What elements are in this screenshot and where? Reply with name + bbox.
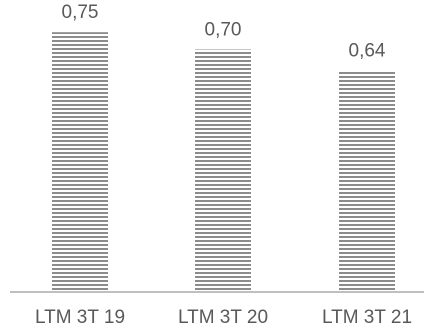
data-label-2: 0,70 — [205, 20, 242, 41]
bars-group — [52, 32, 395, 293]
bar-1 — [52, 32, 108, 293]
data-label-1: 0,75 — [62, 2, 99, 23]
data-labels-group: 0,75 0,70 0,64 — [62, 2, 386, 61]
bar-3 — [339, 70, 395, 293]
category-label-3: LTM 3T 21 — [322, 307, 412, 328]
data-label-3: 0,64 — [349, 40, 386, 61]
category-label-1: LTM 3T 19 — [35, 307, 125, 328]
category-labels-group: LTM 3T 19 LTM 3T 20 LTM 3T 21 — [35, 307, 412, 328]
category-label-2: LTM 3T 20 — [178, 307, 268, 328]
bar-2 — [195, 49, 251, 292]
